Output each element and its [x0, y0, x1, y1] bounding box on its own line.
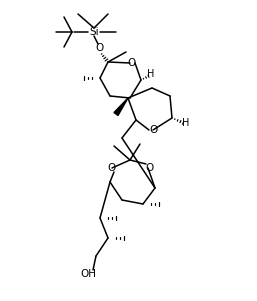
Text: Si: Si	[89, 27, 99, 37]
Text: O: O	[96, 43, 104, 53]
Polygon shape	[114, 98, 128, 116]
Text: O: O	[107, 163, 115, 173]
Text: O: O	[127, 58, 135, 68]
Text: O: O	[150, 125, 158, 135]
Text: OH: OH	[80, 269, 96, 279]
Text: H: H	[182, 118, 190, 128]
Text: O: O	[145, 163, 153, 173]
Text: H: H	[147, 69, 155, 79]
